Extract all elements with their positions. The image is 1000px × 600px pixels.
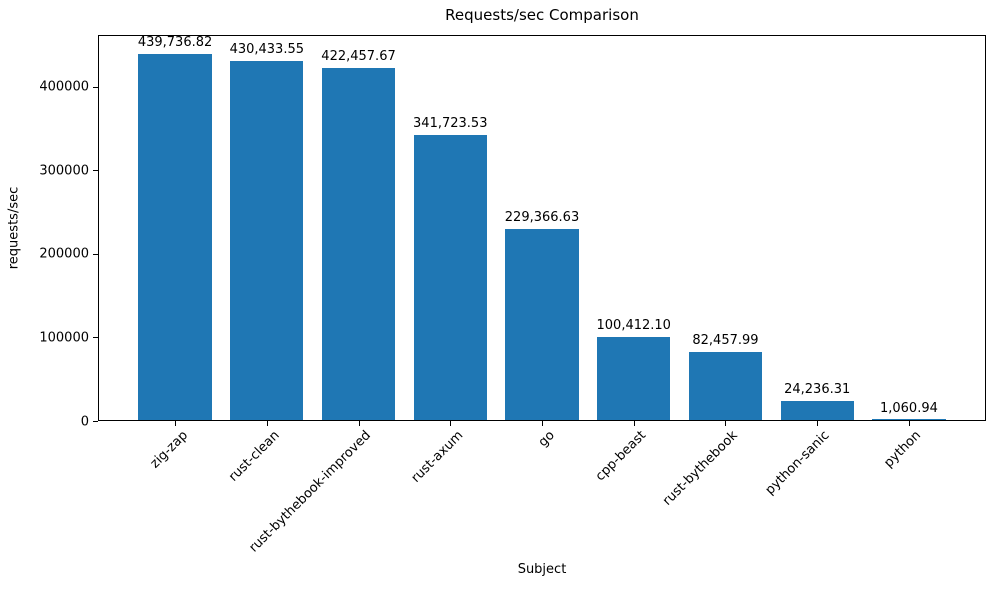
x-tick-label-rust-bythebook: rust-bythebook [660, 428, 742, 509]
x-tick-mark [358, 421, 360, 426]
plot-area [98, 35, 986, 421]
x-tick-label-rust-axum: rust-axum [408, 428, 466, 486]
x-axis-label: Subject [517, 562, 567, 577]
x-tick-mark [633, 421, 635, 426]
x-tick-mark [450, 421, 452, 426]
x-tick-label-zig-zap: zig-zap [147, 428, 191, 472]
y-axis-label: requests/sec [6, 186, 22, 270]
x-tick-mark [175, 421, 177, 426]
y-tick-label: 300000 [39, 163, 89, 179]
chart-title: Requests/sec Comparison [445, 6, 639, 24]
y-tick-label: 100000 [39, 330, 89, 346]
x-tick-mark [542, 421, 543, 426]
x-tick-label-rust-clean: rust-clean [225, 428, 283, 485]
y-tick-label: 400000 [39, 79, 89, 95]
x-tick-label-cpp-beast: cpp-beast [593, 428, 650, 485]
x-tick-label-python-sanic: python-sanic [762, 428, 833, 498]
x-tick-label-python: python [881, 428, 925, 471]
y-tick-mark [93, 421, 98, 422]
x-tick-mark [817, 421, 819, 426]
x-tick-mark [266, 421, 268, 426]
x-tick-mark [725, 421, 727, 426]
y-tick-label: 0 [80, 414, 89, 429]
x-tick-label-go: go [535, 428, 558, 451]
y-tick-label: 200000 [39, 246, 89, 262]
x-tick-label-rust-bythebook-improved: rust-bythebook-improved [246, 428, 375, 556]
x-tick-mark [908, 421, 910, 426]
